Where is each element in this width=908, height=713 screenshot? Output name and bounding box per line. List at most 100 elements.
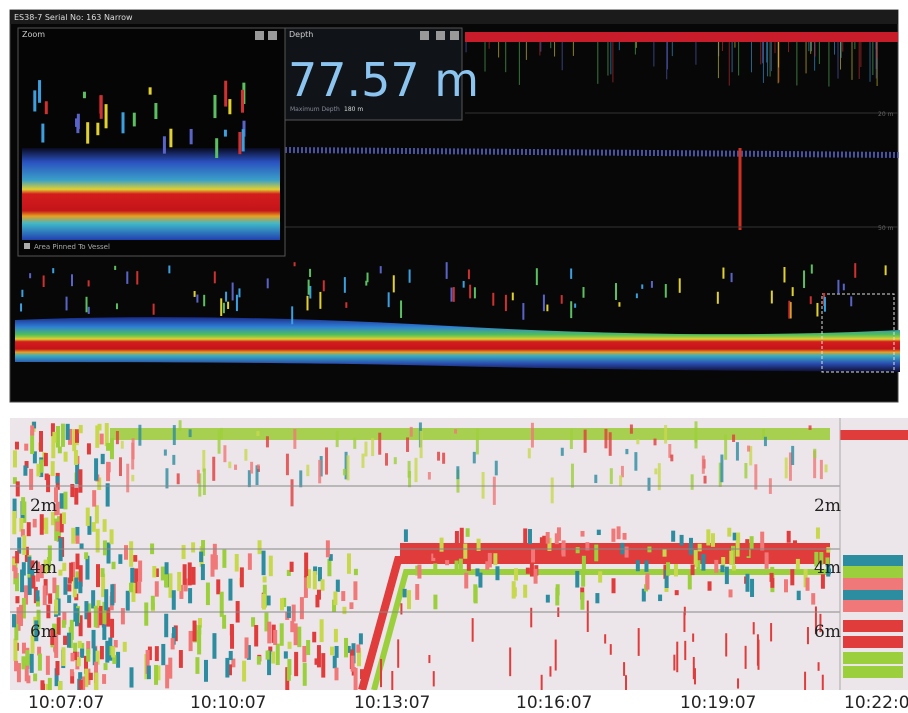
- minimize-button[interactable]: [255, 31, 264, 40]
- echo-trace: [796, 42, 797, 85]
- echo-trace: [309, 286, 311, 299]
- echo-trace: [122, 112, 125, 133]
- echo-trace: [834, 42, 835, 55]
- echo-cell: [165, 665, 169, 689]
- side-bar: [843, 600, 903, 612]
- minimize-button[interactable]: [436, 31, 445, 40]
- echo-cell: [263, 576, 267, 582]
- echo-trace: [554, 42, 555, 57]
- echo-cell: [38, 654, 42, 671]
- echo-cell: [21, 656, 25, 669]
- echo-cell: [354, 569, 358, 575]
- checkbox[interactable]: [24, 243, 30, 249]
- echo-cell: [70, 669, 74, 676]
- echo-cell: [623, 533, 627, 540]
- echo-cell: [98, 424, 102, 431]
- echo-cell: [112, 562, 116, 569]
- echo-cell: [630, 424, 633, 433]
- echo-cell: [307, 576, 311, 588]
- echo-trace: [469, 285, 471, 299]
- echo-cell: [147, 666, 151, 680]
- echo-trace: [803, 270, 805, 288]
- echo-cell: [644, 561, 648, 572]
- echo-cell: [736, 442, 739, 460]
- echo-trace: [574, 303, 576, 307]
- echo-trace: [194, 291, 196, 297]
- echo-trace: [788, 42, 789, 52]
- echo-trace: [778, 42, 779, 67]
- echo-trace: [859, 42, 860, 79]
- echo-cell: [745, 574, 749, 592]
- echo-trace: [570, 301, 572, 318]
- echo-cell: [609, 432, 612, 456]
- echo-cell: [107, 543, 111, 564]
- echo-cell: [173, 425, 176, 445]
- echo-cell: [356, 644, 360, 652]
- echo-cell: [172, 455, 175, 465]
- echo-trace: [267, 278, 269, 288]
- echo-cell: [770, 578, 774, 588]
- echo-trace: [792, 287, 794, 296]
- echo-cell: [195, 657, 199, 674]
- echo-cell: [702, 456, 705, 474]
- echo-trace: [227, 302, 229, 309]
- echo-cell: [294, 623, 298, 645]
- echo-cell: [40, 514, 44, 535]
- echo-cell: [793, 540, 797, 547]
- echo-trace: [242, 129, 245, 151]
- echo-cell: [485, 561, 489, 570]
- echo-trace: [610, 42, 611, 74]
- echo-cell: [105, 423, 109, 446]
- echo-cell: [698, 544, 702, 552]
- echo-cell: [291, 479, 294, 506]
- echosounder-screens: ES38-7 Serial No: 163 Narrow 20 m 50 m Z…: [0, 0, 908, 713]
- echo-trace: [732, 42, 733, 72]
- echo-cell: [16, 481, 20, 496]
- echo-cell: [248, 553, 252, 569]
- echo-cell: [287, 659, 291, 675]
- echo-trace: [238, 288, 240, 297]
- echo-trace: [665, 284, 667, 298]
- echo-cell: [684, 607, 686, 616]
- echo-trace: [641, 284, 643, 288]
- echo-cell: [813, 449, 816, 458]
- settings-button[interactable]: [420, 31, 429, 40]
- echo-cell: [594, 475, 597, 483]
- time-label: 10:22:0: [844, 693, 908, 713]
- close-button[interactable]: [268, 31, 277, 40]
- echo-cell: [549, 666, 551, 676]
- echo-trace: [808, 42, 809, 51]
- echo-cell: [745, 646, 747, 669]
- echo-cell: [192, 567, 196, 585]
- echo-cell: [155, 646, 159, 661]
- echo-cell: [76, 535, 80, 543]
- echo-cell: [437, 452, 440, 461]
- echo-trace: [811, 264, 813, 273]
- echo-trace: [214, 271, 216, 283]
- echo-trace: [540, 42, 541, 52]
- time-label: 10:10:07: [190, 693, 266, 713]
- echo-cell: [820, 460, 823, 479]
- echo-cell: [234, 465, 237, 470]
- echo-cell: [306, 465, 309, 476]
- echo-cell: [15, 596, 19, 603]
- echo-cell: [69, 563, 73, 582]
- echo-cell: [104, 663, 108, 670]
- echo-cell: [619, 475, 622, 486]
- echo-cell: [790, 569, 794, 585]
- echo-cell: [540, 537, 544, 547]
- echo-cell: [691, 474, 694, 490]
- close-button[interactable]: [450, 31, 459, 40]
- echo-trace: [52, 268, 54, 273]
- echo-cell: [575, 571, 579, 588]
- echo-cell: [445, 560, 449, 565]
- echo-cell: [197, 470, 200, 484]
- echo-trace: [828, 42, 829, 87]
- echo-cell: [280, 623, 284, 646]
- echo-cell: [313, 571, 317, 589]
- echo-cell: [604, 634, 606, 643]
- echo-cell: [397, 639, 399, 667]
- echo-trace: [96, 123, 99, 135]
- echo-cell: [129, 583, 133, 593]
- echo-trace: [38, 80, 41, 103]
